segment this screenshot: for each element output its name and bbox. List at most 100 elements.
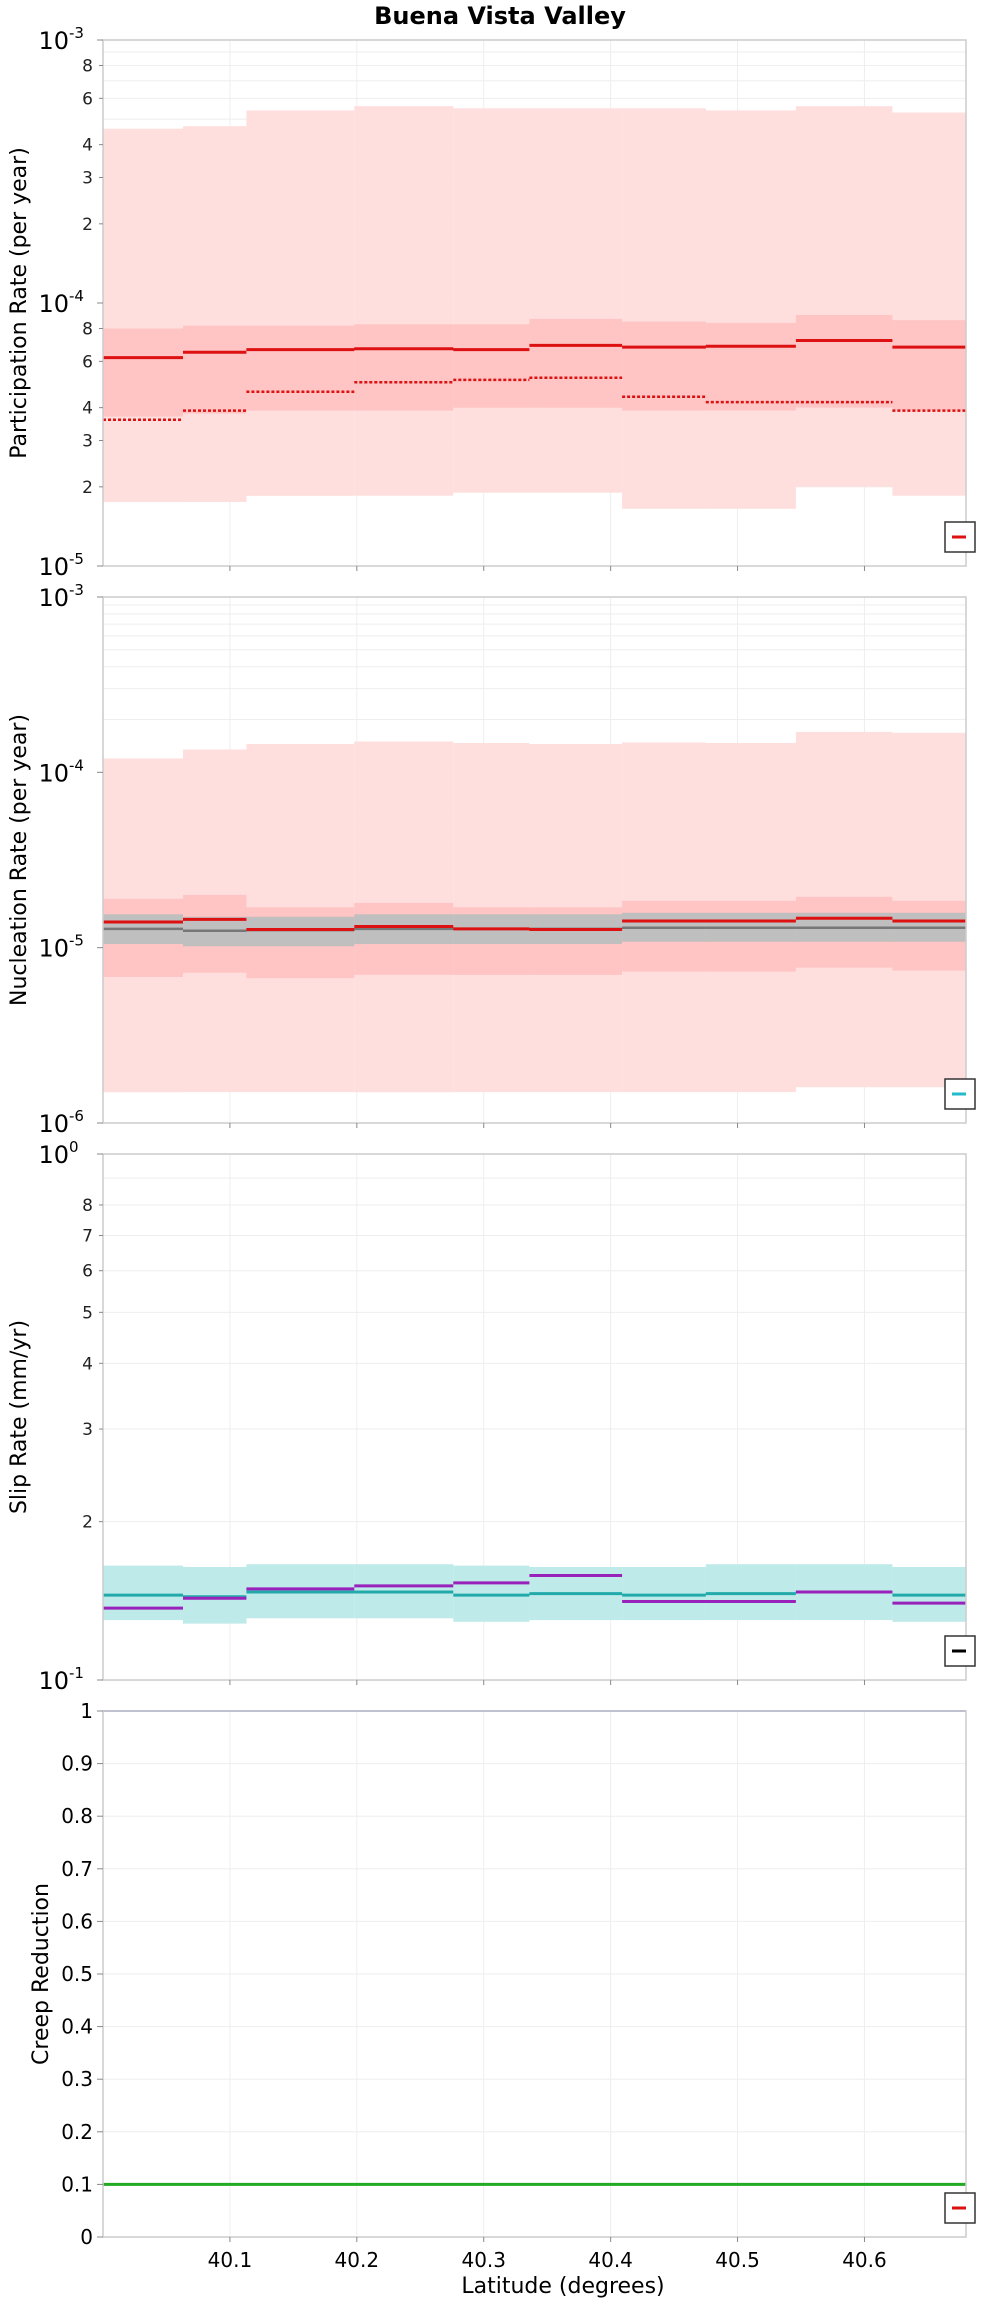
y-tick-label-creep: 0: [80, 2225, 93, 2249]
y-minor-tick-label-slip: 6: [82, 1262, 93, 1282]
series-participation-mean: [103, 339, 966, 360]
y-tick-label-creep: 0.1: [61, 2172, 93, 2196]
y-tick-exponent-slip: 0: [69, 1138, 79, 1156]
band-segment: [246, 325, 355, 411]
series-slip-solution: [103, 1574, 966, 1610]
y-tick-label-nucleation: 10: [38, 1110, 69, 1138]
band-segment: [892, 112, 966, 496]
band-segment: [795, 315, 893, 408]
band-segment: [354, 324, 454, 411]
band-segment: [529, 318, 622, 408]
band-segment: [529, 108, 622, 493]
y-minor-tick-label-participation: 8: [82, 319, 93, 339]
y-minor-tick-label-participation: 4: [82, 399, 93, 419]
y-tick-exponent-nucleation: -5: [69, 932, 84, 950]
band-segment: [892, 320, 966, 411]
y-minor-tick-label-participation: 8: [82, 56, 93, 76]
y-tick-label-creep: 0.9: [61, 1752, 93, 1776]
y-tick-exponent-nucleation: -3: [69, 581, 84, 599]
x-tick-label: 40.2: [335, 2248, 380, 2272]
band-segment: [705, 322, 796, 411]
band-segment: [453, 324, 530, 408]
band-segment: [622, 1567, 706, 1621]
y-tick-label-nucleation: 10: [38, 584, 69, 612]
band-segment: [103, 128, 183, 503]
band-segment: [183, 126, 247, 502]
chart-title: Buena Vista Valley: [374, 2, 626, 30]
y-tick-label-nucleation: 10: [38, 759, 69, 787]
y-minor-tick-label-slip: 3: [82, 1420, 93, 1440]
x-tick-label: 40.4: [588, 2248, 633, 2272]
legend-nucleation: [944, 1078, 976, 1110]
y-tick-label-nucleation: 10: [38, 935, 69, 963]
band-segment: [103, 1565, 183, 1621]
series-nucleation-mean: [103, 916, 966, 931]
y-minor-tick-label-slip: 7: [82, 1226, 93, 1246]
y-minor-tick-label-participation: 2: [82, 478, 93, 498]
y-minor-tick-label-participation: 6: [82, 89, 93, 109]
band-segment: [103, 328, 183, 417]
y-tick-exponent-participation: -5: [69, 550, 84, 568]
y-tick-label-slip: 10: [38, 1141, 69, 1169]
y-tick-label-creep: 0.7: [61, 1857, 93, 1881]
y-tick-exponent-slip: -1: [69, 1664, 84, 1682]
band-segment: [622, 108, 706, 509]
y-tick-label-creep: 0.3: [61, 2067, 93, 2091]
band-participation-outer: [103, 106, 966, 509]
y-tick-label-slip: 10: [38, 1667, 69, 1695]
x-axis-label: Latitude (degrees): [461, 2274, 664, 2299]
band-segment: [354, 106, 454, 496]
band-segment: [795, 106, 893, 487]
y-tick-exponent-nucleation: -6: [69, 1107, 84, 1125]
band-participation-inner: [103, 315, 966, 417]
band-segment: [246, 110, 355, 496]
y-tick-label-participation: 10: [38, 290, 69, 318]
y-tick-exponent-participation: -4: [69, 287, 84, 305]
y-minor-tick-label-participation: 4: [82, 136, 93, 156]
plot-frame-slip: [102, 1153, 967, 1681]
y-axis-label-slip: Slip Rate (mm/yr): [7, 1320, 32, 1514]
y-minor-tick-label-slip: 5: [82, 1303, 93, 1323]
legend-slip: [944, 1635, 976, 1667]
y-minor-tick-label-slip: 2: [82, 1513, 93, 1533]
band-segment: [705, 110, 796, 509]
y-tick-label-creep: 0.6: [61, 1909, 93, 1933]
plot-frame-nucleation: [102, 596, 967, 1124]
y-axis-label-creep: Creep Reduction: [29, 1883, 54, 2065]
y-minor-tick-label-slip: 8: [82, 1196, 93, 1216]
x-tick-label: 40.1: [208, 2248, 253, 2272]
y-tick-label-creep: 0.8: [61, 1804, 93, 1828]
panel-creep: 1 0.9 0.8 0.7 0.6 0.5 0.4 0.3 0.2 0.1 0 40.1 40.2 40.…: [29, 1699, 976, 2272]
x-tick-label: 40.3: [461, 2248, 506, 2272]
y-tick-label-participation: 10: [38, 553, 69, 581]
y-minor-tick-label-slip: 4: [82, 1354, 93, 1374]
x-tick-label: 40.6: [842, 2248, 887, 2272]
y-axis-label-participation: Participation Rate (per year): [7, 147, 32, 459]
band-segment: [183, 325, 247, 414]
y-tick-label-creep: 0.5: [61, 1962, 93, 1986]
y-tick-label-creep: 1: [80, 1699, 93, 1723]
y-tick-exponent-nucleation: -4: [69, 756, 84, 774]
y-tick-exponent-participation: -3: [69, 24, 84, 42]
legend-box: [944, 2192, 976, 2224]
y-tick-label-creep: 0.4: [61, 2015, 93, 2039]
y-tick-label-participation: 10: [38, 27, 69, 55]
legend-creep: [944, 2192, 976, 2224]
y-minor-tick-label-participation: 3: [82, 169, 93, 189]
band-segment: [453, 108, 530, 493]
y-axis-label-nucleation: Nucleation Rate (per year): [7, 714, 32, 1006]
x-tick-label: 40.5: [715, 2248, 760, 2272]
band-segment: [246, 916, 355, 947]
series-participation-subseismo: [103, 376, 966, 421]
legend-participation: [944, 521, 976, 553]
y-minor-tick-label-participation: 6: [82, 352, 93, 372]
y-minor-tick-label-participation: 2: [82, 215, 93, 235]
y-minor-tick-label-participation: 3: [82, 432, 93, 452]
y-tick-label-creep: 0.2: [61, 2120, 93, 2144]
